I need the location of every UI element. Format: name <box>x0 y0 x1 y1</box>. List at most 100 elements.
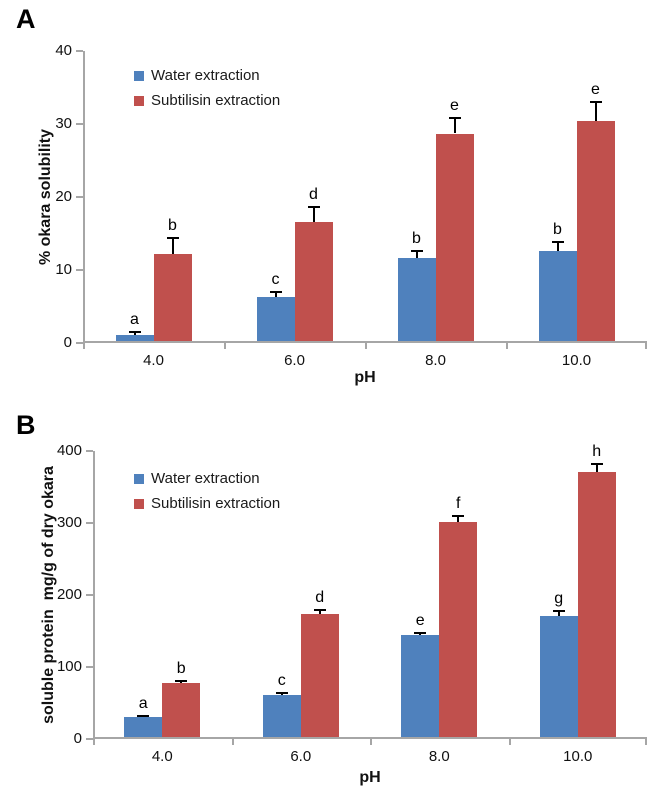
panel-a-x-axis-line <box>83 341 647 343</box>
panel-a-y-tick-40 <box>76 50 83 52</box>
panel-b-subtilisin-bar-ph-8.0-error-cap <box>452 515 465 518</box>
subtilisin-legend-swatch-icon <box>134 95 144 106</box>
panel-b-legend: Water extraction Subtilisin extraction <box>134 466 280 516</box>
panel-b-x-tick-1 <box>231 739 234 745</box>
panel-a-subtilisin-bar-ph-10.0-error-cap <box>589 100 602 103</box>
panel-b-water-bar-ph-8.0 <box>401 635 440 739</box>
panel-b-water-bar-ph-8.0-error-cap <box>414 631 427 634</box>
panel-b-y-tick-200 <box>86 594 93 596</box>
panel-a-y-tick-label-40: 40 <box>55 42 72 59</box>
panel-a-y-tick-label-20: 20 <box>55 188 72 205</box>
panel-b-subtilisin-bar-ph-10.0-error-cap <box>590 463 603 466</box>
panel-b-y-tick-label-300: 300 <box>56 514 82 531</box>
panel-b-y-tick-400 <box>86 450 93 452</box>
panel-b-y-tick-300 <box>86 522 93 524</box>
panel-a-plot-area: 0 10 20 30 40 a b 4.0 c d 6.0 b e 8.0 b e 10.0 <box>55 42 647 369</box>
panel-b-category-label-4.0: 4.0 <box>151 748 173 765</box>
panel-b-subtilisin-bar-ph-6.0 <box>300 613 339 739</box>
panel-b-y-tick-label-200: 200 <box>56 586 82 603</box>
panel-b-subtilisin-bar-ph-4.0 <box>162 682 201 739</box>
panel-b-y-tick-100 <box>86 666 93 668</box>
panel-a-y-tick-0 <box>76 342 83 344</box>
panel-a-subtilisin-bar-ph-8.0-error-stem <box>453 116 456 134</box>
panel-a-water-bar-ph-10.0 <box>538 251 577 343</box>
panel-a-water-bar-ph-4.0 <box>115 334 154 343</box>
panel-b-water-bar-ph-10.0-error-stem <box>557 610 560 616</box>
panel-a-water-bar-ph-6.0-significance-letter: c <box>271 271 280 289</box>
panel-b-x-tick-2 <box>370 739 372 745</box>
panel-a-water-bar-ph-4.0-significance-letter: a <box>130 311 139 329</box>
panel-b-water-bar-ph-4.0-significance-letter: a <box>138 694 148 712</box>
panel-a-x-tick-0 <box>83 343 85 349</box>
panel-a-legend-label-water: Water extraction <box>151 67 260 84</box>
panel-b-subtilisin-bar-ph-8.0-significance-letter: f <box>456 495 461 513</box>
panel-a-x-tick-3 <box>506 343 508 349</box>
panel-a-subtilisin-bar-ph-8.0 <box>435 133 474 343</box>
panel-b-subtilisin-bar-ph-6.0-error-stem <box>318 608 321 614</box>
panel-b-label: B <box>16 410 36 440</box>
water-legend-swatch-icon <box>134 70 144 81</box>
panel-b-y-tick-0 <box>86 738 93 740</box>
panel-a-y-tick-30 <box>76 123 83 125</box>
panel-a-water-bar-ph-6.0-error-cap <box>269 291 282 294</box>
panel-b-subtilisin-bar-ph-8.0 <box>439 521 478 739</box>
panel-a: A % okara solubility 0 10 20 30 40 a b 4.0 c d 6.0… <box>0 0 666 405</box>
panel-b-legend-label-water: Water extraction <box>151 470 260 487</box>
panel-a-subtilisin-bar-ph-10.0-significance-letter: e <box>591 80 600 98</box>
panel-a-x-tick-4 <box>645 343 647 349</box>
panel-a-subtilisin-bar-ph-10.0-error-stem <box>594 100 597 122</box>
panel-a-water-bar-ph-4.0-error-cap <box>128 331 141 334</box>
panel-a-x-tick-1 <box>224 343 226 349</box>
panel-b-subtilisin-bar-ph-4.0-significance-letter: b <box>176 659 186 677</box>
panel-a-y-tick-10 <box>76 269 83 271</box>
panel-a-y-tick-label-0: 0 <box>63 334 72 351</box>
panel-a-category-label-4.0: 4.0 <box>143 352 164 369</box>
panel-a-subtilisin-bar-ph-6.0-significance-letter: d <box>309 186 318 204</box>
panel-b-water-bar-ph-4.0-error-cap <box>137 714 150 717</box>
water-legend-swatch-icon <box>134 473 144 484</box>
panel-a-y-tick-label-10: 10 <box>55 261 72 278</box>
panel-a-water-bar-ph-10.0-error-cap <box>551 240 564 243</box>
panel-b-water-bar-ph-10.0-error-cap <box>552 610 565 613</box>
panel-a-subtilisin-bar-ph-10.0 <box>576 121 615 343</box>
panel-b-water-bar-ph-6.0-significance-letter: c <box>277 672 286 690</box>
panel-b-water-bar-ph-10.0-significance-letter: g <box>554 590 564 608</box>
panel-a-water-bar-ph-8.0-error-cap <box>410 249 423 252</box>
panel-b-subtilisin-bar-ph-10.0-error-stem <box>595 463 598 472</box>
panel-b-category-label-6.0: 6.0 <box>290 748 312 765</box>
panel-b: B soluble protein mg/g of dry okara 0 100… <box>0 406 666 811</box>
panel-a-label: A <box>16 4 36 34</box>
panel-b-legend-label-subtilisin: Subtilisin extraction <box>151 495 281 512</box>
panel-b-subtilisin-bar-ph-10.0 <box>577 471 616 739</box>
panel-b-legend-item-subtilisin: Subtilisin extraction <box>134 491 280 516</box>
panel-b-x-tick-4 <box>645 739 647 745</box>
panel-a-water-bar-ph-10.0-significance-letter: b <box>553 220 562 238</box>
panel-a-water-bar-ph-8.0-significance-letter: b <box>412 229 421 247</box>
panel-a-x-tick-2 <box>365 343 367 349</box>
subtilisin-legend-swatch-icon <box>134 498 144 509</box>
panel-b-water-bar-ph-4.0 <box>124 716 163 739</box>
panel-a-x-axis-title: pH <box>354 369 376 386</box>
panel-a-legend: Water extraction Subtilisin extraction <box>134 63 280 113</box>
panel-a-subtilisin-bar-ph-4.0-error-cap <box>166 237 179 240</box>
panel-a-subtilisin-bar-ph-4.0 <box>153 253 192 343</box>
panel-a-subtilisin-bar-ph-8.0-significance-letter: e <box>450 96 459 114</box>
panel-b-legend-item-water: Water extraction <box>134 466 280 491</box>
panel-b-category-label-10.0: 10.0 <box>563 748 593 765</box>
panel-b-water-bar-ph-8.0-significance-letter: e <box>415 611 425 629</box>
panel-b-y-axis-line <box>93 451 95 739</box>
panel-a-subtilisin-bar-ph-8.0-error-cap <box>448 116 461 119</box>
panel-a-water-bar-ph-6.0-error-stem <box>274 291 277 297</box>
panel-b-x-axis-line <box>93 737 647 739</box>
panel-a-water-bar-ph-8.0 <box>397 258 436 343</box>
panel-a-y-tick-20 <box>76 196 83 198</box>
panel-b-plot-area: 0 100 200 300 400 a b 4.0 c d 6.0 e f 8.0 g h 10.0 <box>57 442 647 765</box>
panel-a-legend-label-subtilisin: Subtilisin extraction <box>151 92 281 109</box>
panel-b-water-bar-ph-6.0-error-cap <box>275 692 288 695</box>
panel-b-water-bar-ph-6.0 <box>262 695 301 739</box>
panel-a-legend-item-subtilisin: Subtilisin extraction <box>134 88 280 113</box>
panel-b-category-label-8.0: 8.0 <box>428 748 450 765</box>
panel-b-y-tick-label-0: 0 <box>73 730 82 747</box>
panel-a-water-bar-ph-10.0-error-stem <box>556 240 559 252</box>
panel-b-y-tick-label-100: 100 <box>56 658 82 675</box>
